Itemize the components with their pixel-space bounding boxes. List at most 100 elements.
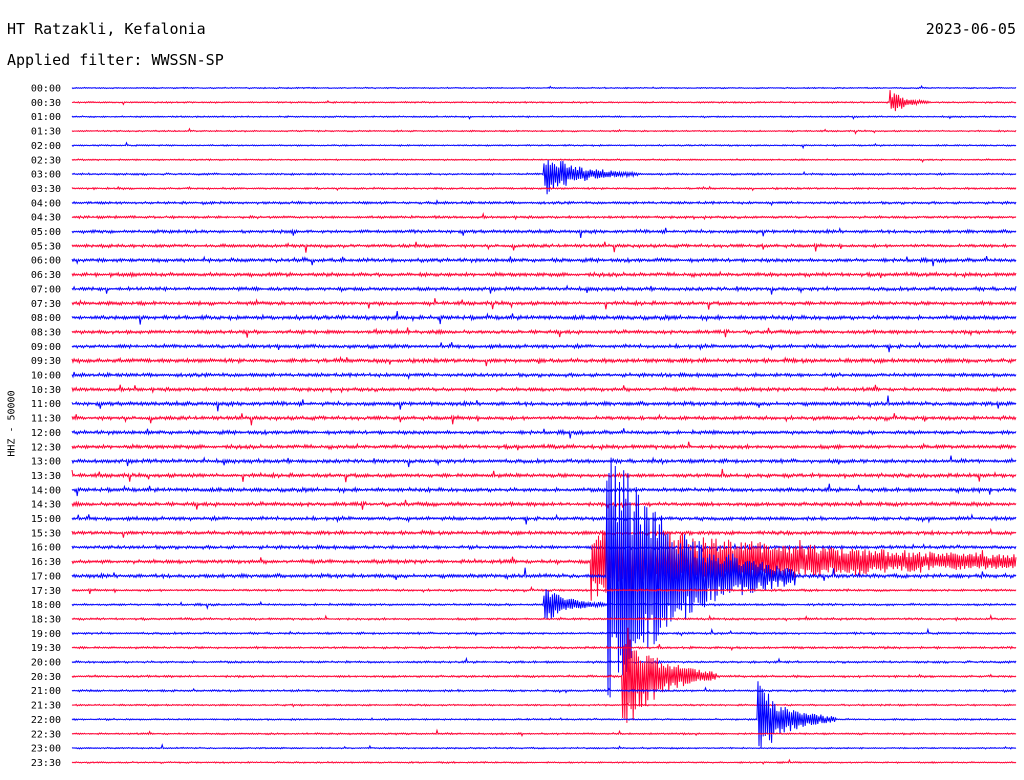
time-tick-label: 13:30 (31, 471, 61, 482)
time-tick-label: 03:30 (31, 184, 61, 195)
seismic-trace-1900 (71, 627, 1017, 637)
time-tick-label: 22:00 (31, 715, 61, 726)
seismic-trace-1200 (71, 428, 1017, 439)
time-tick-label: 09:00 (31, 342, 61, 353)
time-tick-label: 00:00 (31, 84, 61, 95)
seismic-trace-0130 (71, 127, 1017, 135)
time-tick-label: 20:30 (31, 672, 61, 683)
time-tick-label: 19:00 (31, 629, 61, 640)
time-tick-label: 01:30 (31, 127, 61, 138)
seismic-trace-0730 (71, 298, 1017, 310)
seismic-trace-1300 (71, 455, 1017, 468)
seismic-trace-1530 (71, 527, 1017, 538)
time-tick-label: 21:00 (31, 686, 61, 697)
time-tick-label: 19:30 (31, 643, 61, 654)
time-tick-label: 11:30 (31, 414, 61, 425)
seismic-trace-2100 (71, 686, 1017, 694)
time-tick-label: 03:00 (31, 170, 61, 181)
seismic-trace-0200 (71, 141, 1017, 150)
time-tick-label: 15:30 (31, 528, 61, 539)
time-tick-label: 10:00 (31, 371, 61, 382)
time-tick-label: 15:00 (31, 514, 61, 525)
seismic-trace-0500 (71, 227, 1017, 238)
time-tick-label: 13:00 (31, 457, 61, 468)
seismic-trace-1330 (71, 468, 1017, 483)
seismic-trace-1230 (71, 441, 1017, 451)
seismic-trace-0430 (71, 211, 1017, 221)
seismic-trace-1630 (71, 527, 1017, 601)
seismic-trace-2000 (71, 656, 1017, 665)
seismic-trace-1130 (71, 413, 1017, 426)
time-tick-label: 21:30 (31, 701, 61, 712)
time-tick-label: 17:30 (31, 586, 61, 597)
seismic-trace-2230 (71, 728, 1017, 738)
time-tick-label: 02:00 (31, 141, 61, 152)
seismic-trace-0530 (71, 241, 1017, 253)
time-tick-label: 05:00 (31, 227, 61, 238)
time-tick-label: 10:30 (31, 385, 61, 396)
time-tick-label: 14:30 (31, 500, 61, 511)
seismic-trace-0900 (71, 341, 1017, 353)
time-tick-label: 23:30 (31, 758, 61, 769)
seismic-trace-1030 (71, 384, 1017, 394)
seismic-trace-0630 (71, 270, 1017, 279)
filter-label: Applied filter: WWSSN-SP (7, 51, 224, 69)
time-tick-label: 14:00 (31, 485, 61, 496)
time-tick-label: 16:00 (31, 543, 61, 554)
seismic-trace-0030 (71, 90, 1017, 112)
seismic-trace-2030 (71, 627, 1017, 723)
date-label: 2023-06-05 (925, 20, 1016, 38)
time-tick-label: 22:30 (31, 729, 61, 740)
seismic-trace-1430 (71, 499, 1017, 510)
time-tick-label: 18:30 (31, 614, 61, 625)
time-tick-label: 07:00 (31, 284, 61, 295)
seismic-trace-2300 (71, 743, 1017, 750)
seismic-trace-0930 (71, 355, 1017, 367)
seismic-trace-0330 (71, 185, 1017, 192)
time-tick-label: 06:00 (31, 256, 61, 267)
seismic-trace-1700 (71, 457, 1017, 698)
seismic-trace-1830 (71, 613, 1017, 622)
seismic-trace-1930 (71, 644, 1017, 652)
time-tick-label: 07:30 (31, 299, 61, 310)
seismic-trace-1100 (71, 395, 1017, 412)
seismic-trace-1800 (71, 588, 1017, 619)
time-tick-label: 04:00 (31, 198, 61, 209)
seismic-trace-1000 (71, 371, 1017, 380)
seismic-trace-0000 (71, 84, 1017, 90)
seismic-trace-0400 (71, 199, 1017, 207)
time-tick-label: 11:00 (31, 399, 61, 410)
seismic-trace-2130 (71, 702, 1017, 708)
seismic-trace-1600 (71, 542, 1017, 552)
time-tick-label: 23:00 (31, 744, 61, 755)
seismic-trace-0100 (71, 115, 1017, 120)
time-tick-label: 01:00 (31, 112, 61, 123)
seismic-trace-1500 (71, 513, 1017, 525)
time-tick-label: 16:30 (31, 557, 61, 568)
seismic-trace-0830 (71, 327, 1017, 338)
time-tick-label: 08:30 (31, 327, 61, 338)
time-tick-label: 05:30 (31, 241, 61, 252)
time-tick-label: 09:30 (31, 356, 61, 367)
seismic-trace-0230 (71, 158, 1017, 164)
seismic-trace-0800 (71, 311, 1017, 325)
station-title: HT Ratzakli, Kefalonia (7, 20, 206, 38)
seismic-trace-1400 (71, 483, 1017, 497)
time-tick-label: 02:30 (31, 155, 61, 166)
time-tick-label: 18:00 (31, 600, 61, 611)
seismic-trace-0300 (71, 160, 1017, 195)
time-tick-label: 20:00 (31, 658, 61, 669)
seismic-trace-1730 (71, 585, 1017, 595)
time-tick-label: 08:00 (31, 313, 61, 324)
seismic-trace-2200 (71, 681, 1017, 748)
time-tick-label: 12:00 (31, 428, 61, 439)
seismic-trace-0600 (71, 255, 1017, 267)
time-tick-label: 12:30 (31, 442, 61, 453)
time-tick-label: 00:30 (31, 98, 61, 109)
seismic-trace-0700 (71, 284, 1017, 295)
time-tick-label: 04:30 (31, 213, 61, 224)
seismic-trace-2330 (71, 758, 1017, 765)
time-tick-label: 06:30 (31, 270, 61, 281)
time-tick-label: 17:00 (31, 571, 61, 582)
